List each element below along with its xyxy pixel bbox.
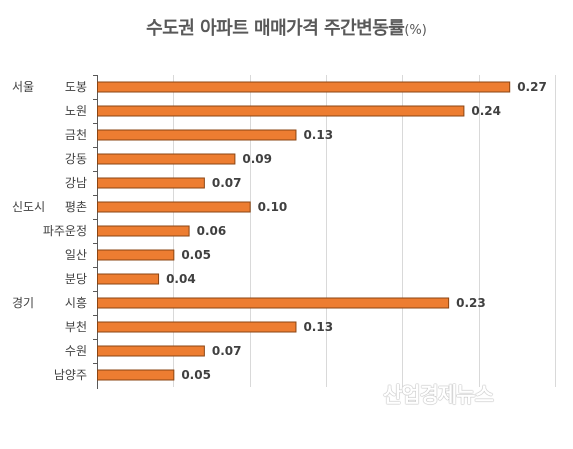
category-label: 평촌 (65, 200, 87, 214)
chart-title-main: 수도권 아파트 매매가격 주간변동률 (146, 18, 405, 39)
data-label: 0.27 (517, 80, 547, 94)
bar (97, 249, 175, 261)
bar (97, 129, 297, 141)
data-label: 0.04 (166, 272, 196, 286)
bar (97, 201, 251, 213)
data-label: 0.10 (258, 200, 288, 214)
data-label: 0.05 (181, 248, 211, 262)
data-label: 0.07 (212, 176, 242, 190)
category-label: 시흥 (65, 296, 87, 310)
category-label: 강남 (65, 176, 87, 190)
chart-title: 수도권 아파트 매매가격 주간변동률(%) (0, 14, 573, 40)
watermark-logo: 산업경제뉴스 (383, 383, 494, 407)
bar (97, 321, 297, 333)
category-label: 금천 (65, 127, 87, 142)
data-label: 0.06 (197, 224, 227, 238)
chart-title-unit: (%) (404, 23, 427, 38)
bar (97, 273, 160, 285)
data-label: 0.05 (181, 368, 211, 382)
group-label: 서울 (12, 80, 34, 94)
bar (97, 81, 511, 93)
bar (97, 369, 175, 381)
bar (97, 297, 450, 309)
category-label: 남양주 (54, 368, 87, 382)
category-label: 도봉 (65, 80, 87, 94)
bar (97, 177, 205, 189)
category-label: 일산 (65, 248, 87, 262)
data-label: 0.23 (456, 296, 486, 310)
category-label: 노원 (65, 104, 87, 118)
bar (97, 153, 236, 165)
category-label: 파주운정 (43, 224, 87, 238)
category-label: 분당 (65, 272, 87, 286)
bar (97, 345, 205, 357)
data-label: 0.09 (242, 152, 272, 166)
category-label: 부천 (65, 319, 87, 334)
category-label: 강동 (65, 152, 87, 166)
bar (97, 105, 465, 117)
data-label: 0.07 (212, 344, 242, 358)
bar (97, 225, 190, 237)
data-label: 0.13 (303, 128, 333, 142)
data-label: 0.13 (303, 320, 333, 334)
data-label: 0.24 (471, 104, 501, 118)
category-label: 수원 (65, 344, 87, 358)
group-label: 신도시 (12, 200, 45, 214)
group-label: 경기 (12, 296, 34, 310)
